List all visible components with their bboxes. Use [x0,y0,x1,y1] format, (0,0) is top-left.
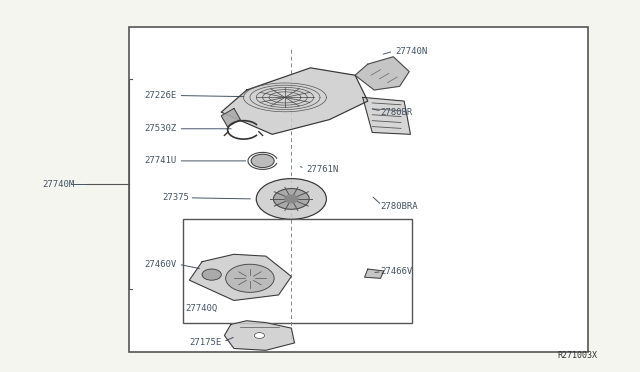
Text: R271003X: R271003X [557,351,597,360]
Polygon shape [363,97,410,134]
Text: 2780BR: 2780BR [381,108,413,117]
Bar [183,219,412,323]
Text: 27761N: 27761N [306,165,338,174]
Text: 27740M: 27740M [43,180,75,189]
Text: 27175E: 27175E [189,339,221,347]
Polygon shape [355,57,409,90]
Circle shape [273,189,309,209]
Circle shape [285,195,298,203]
Polygon shape [221,109,241,127]
Polygon shape [365,269,384,278]
Text: 27460V: 27460V [145,260,177,269]
Polygon shape [221,68,368,134]
Text: 27530Z: 27530Z [145,124,177,133]
Bar [129,27,588,352]
Circle shape [254,333,264,339]
Text: 27375: 27375 [162,193,189,202]
Polygon shape [225,321,294,350]
Circle shape [251,154,274,167]
Text: 27741U: 27741U [145,156,177,166]
Circle shape [226,264,274,292]
Text: 27226E: 27226E [145,91,177,100]
Text: 27466V: 27466V [381,267,413,276]
Text: 2780BRA: 2780BRA [381,202,418,211]
Polygon shape [189,254,291,301]
Text: 27740N: 27740N [395,47,428,56]
Text: 27740Q: 27740Q [186,304,218,313]
Circle shape [256,179,326,219]
Circle shape [202,269,221,280]
